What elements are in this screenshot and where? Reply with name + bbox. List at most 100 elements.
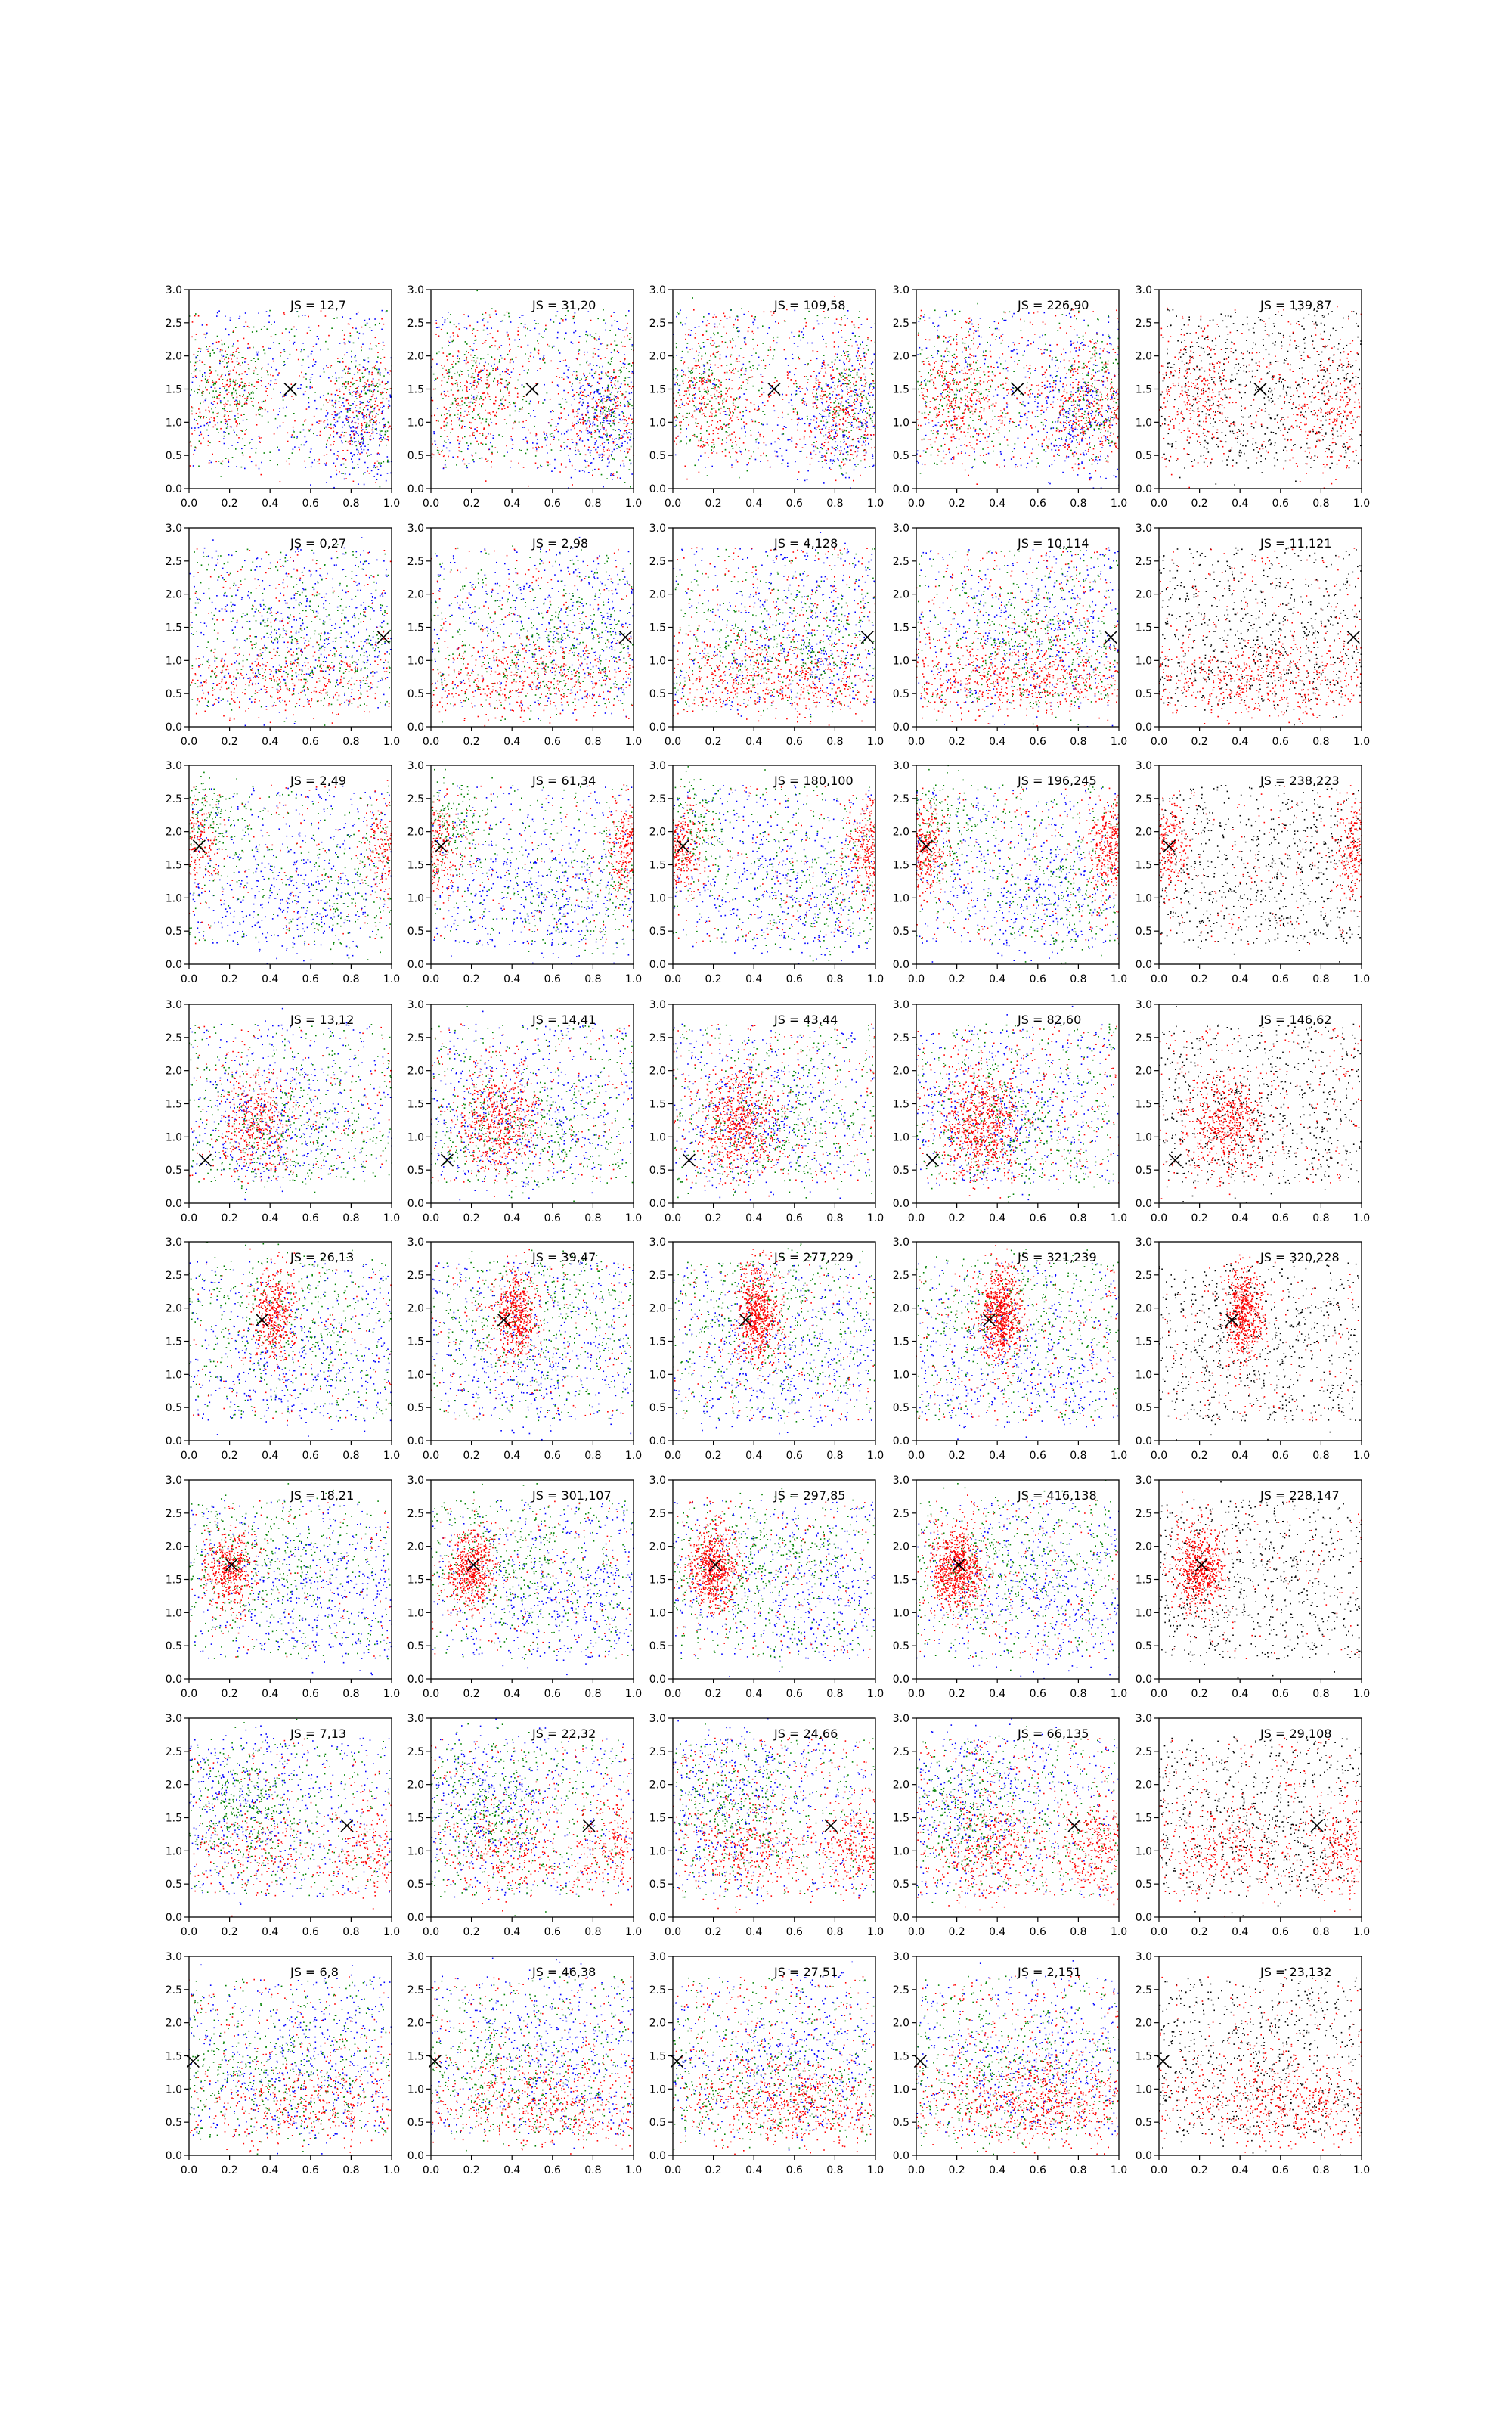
scatter-point	[824, 442, 826, 443]
scatter-point	[381, 435, 383, 436]
scatter-point	[579, 380, 581, 381]
scatter-point	[802, 402, 804, 404]
scatter-point	[356, 391, 358, 392]
scatter-point	[745, 368, 747, 370]
scatter-point	[847, 402, 848, 403]
scatter-point	[567, 439, 569, 440]
scatter-point	[585, 379, 587, 380]
scatter-point	[476, 452, 477, 454]
scatter-point	[872, 389, 873, 390]
scatter-point	[610, 394, 612, 396]
scatter-point	[469, 422, 471, 424]
scatter-point	[368, 374, 370, 375]
scatter-point	[190, 395, 191, 396]
scatter-point	[579, 430, 581, 432]
x-tick-label: 0.4	[745, 498, 762, 510]
scatter-point	[833, 420, 835, 422]
scatter-point	[464, 464, 466, 465]
scatter-point	[256, 414, 257, 416]
scatter-point	[700, 440, 702, 442]
scatter-point	[447, 318, 448, 319]
scatter-point	[296, 438, 298, 439]
scatter-point	[731, 389, 733, 390]
scatter-point	[195, 369, 197, 371]
scatter-point	[745, 449, 746, 451]
scatter-point	[229, 385, 231, 386]
scatter-point	[437, 447, 438, 448]
scatter-point	[491, 345, 493, 346]
scatter-point	[590, 450, 592, 451]
scatter-point	[377, 372, 379, 374]
scatter-point	[822, 323, 823, 324]
scatter-point	[717, 332, 719, 334]
scatter-point	[835, 353, 836, 355]
scatter-point	[602, 414, 603, 415]
scatter-point	[605, 330, 606, 331]
scatter-point	[844, 454, 845, 455]
scatter-point	[575, 451, 576, 452]
scatter-point	[232, 361, 234, 363]
scatter-point	[1037, 406, 1039, 408]
scatter-point	[560, 412, 562, 414]
scatter-point	[358, 467, 359, 468]
scatter-point	[561, 463, 562, 464]
scatter-point	[576, 424, 578, 425]
scatter-point	[248, 364, 249, 365]
scatter-point	[854, 389, 855, 391]
scatter-point	[730, 309, 732, 311]
scatter-point	[627, 405, 629, 406]
scatter-point	[491, 461, 492, 463]
scatter-point	[854, 413, 856, 414]
scatter-point	[208, 441, 209, 442]
scatter-point	[711, 405, 713, 407]
scatter-point	[339, 377, 340, 379]
scatter-point	[194, 427, 196, 429]
scatter-point	[231, 396, 233, 397]
scatter-point	[300, 384, 302, 386]
scatter-point	[859, 355, 860, 357]
scatter-point	[715, 316, 717, 318]
scatter-point	[325, 341, 327, 343]
scatter-point	[758, 422, 760, 424]
scatter-point	[857, 344, 858, 346]
scatter-point	[784, 426, 785, 427]
scatter-point	[1081, 463, 1083, 464]
scatter-point	[855, 341, 857, 343]
scatter-point	[706, 430, 708, 432]
scatter-point	[726, 400, 727, 402]
scatter-point	[846, 407, 847, 408]
scatter-point	[527, 442, 528, 444]
scatter-point	[198, 466, 200, 467]
scatter-point	[576, 392, 578, 393]
scatter-point	[371, 381, 373, 383]
scatter-point	[348, 371, 349, 372]
scatter-point	[804, 436, 805, 438]
scatter-point	[773, 358, 774, 360]
scatter-point	[588, 365, 590, 366]
scatter-point	[355, 422, 356, 424]
scatter-point	[828, 396, 829, 397]
scatter-point	[460, 412, 462, 414]
scatter-point	[544, 362, 546, 364]
scatter-point	[341, 440, 342, 442]
scatter-point	[587, 421, 588, 423]
scatter-point	[378, 469, 380, 470]
scatter-point	[544, 433, 545, 435]
scatter-point	[587, 383, 589, 385]
scatter-point	[215, 390, 217, 392]
scatter-point	[841, 397, 843, 399]
scatter-point	[711, 374, 713, 376]
scatter-point	[876, 384, 878, 386]
scatter-point	[375, 467, 376, 469]
scatter-point	[608, 362, 609, 364]
scatter-point	[706, 380, 708, 381]
scatter-point	[835, 423, 837, 424]
scatter-point	[869, 401, 870, 402]
scatter-point	[507, 334, 509, 336]
scatter-point	[782, 412, 783, 414]
scatter-point	[704, 391, 705, 392]
scatter-point	[313, 433, 314, 435]
scatter-point	[605, 390, 606, 392]
scatter-point	[610, 416, 612, 417]
scatter-point	[813, 403, 814, 405]
